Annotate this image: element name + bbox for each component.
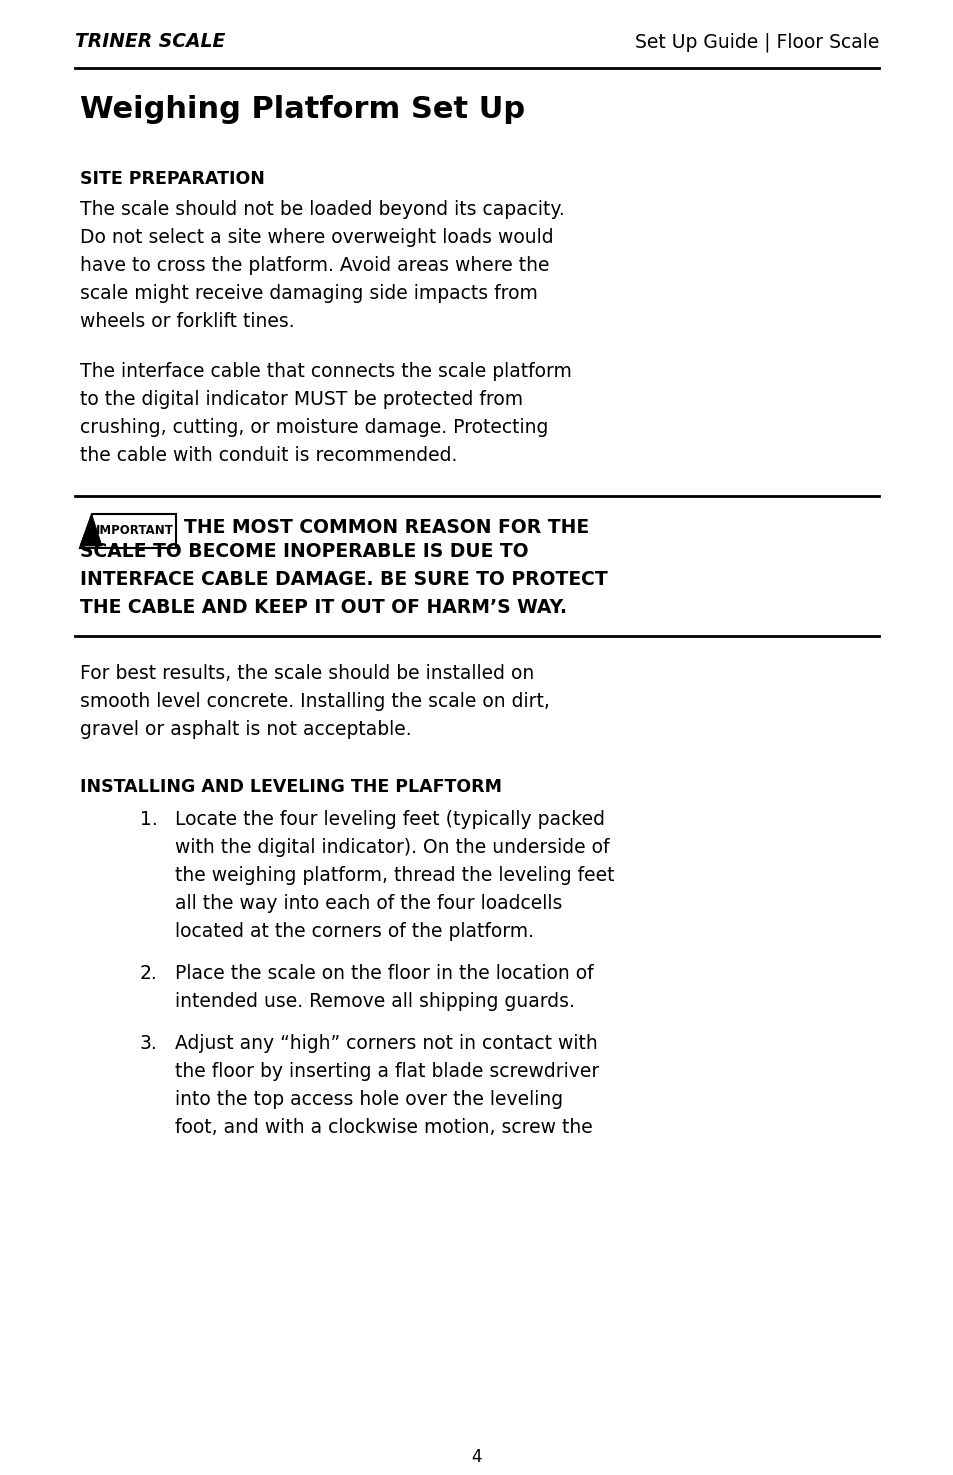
Text: INSTALLING AND LEVELING THE PLAFTORM: INSTALLING AND LEVELING THE PLAFTORM <box>80 777 501 797</box>
Text: to the digital indicator MUST be protected from: to the digital indicator MUST be protect… <box>80 389 522 409</box>
Text: For best results, the scale should be installed on: For best results, the scale should be in… <box>80 664 534 683</box>
Text: Adjust any “high” corners not in contact with: Adjust any “high” corners not in contact… <box>174 1034 598 1053</box>
Text: have to cross the platform. Avoid areas where the: have to cross the platform. Avoid areas … <box>80 257 549 274</box>
Text: 2.: 2. <box>140 965 157 982</box>
Text: the floor by inserting a flat blade screwdriver: the floor by inserting a flat blade scre… <box>174 1062 598 1081</box>
Polygon shape <box>80 515 102 546</box>
Text: with the digital indicator). On the underside of: with the digital indicator). On the unde… <box>174 838 609 857</box>
Text: gravel or asphalt is not acceptable.: gravel or asphalt is not acceptable. <box>80 720 411 739</box>
Text: Weighing Platform Set Up: Weighing Platform Set Up <box>80 94 524 124</box>
Text: THE CABLE AND KEEP IT OUT OF HARM’S WAY.: THE CABLE AND KEEP IT OUT OF HARM’S WAY. <box>80 597 566 617</box>
Text: wheels or forklift tines.: wheels or forklift tines. <box>80 313 294 330</box>
Text: crushing, cutting, or moisture damage. Protecting: crushing, cutting, or moisture damage. P… <box>80 417 548 437</box>
Text: Do not select a site where overweight loads would: Do not select a site where overweight lo… <box>80 229 553 246</box>
Text: SCALE TO BECOME INOPERABLE IS DUE TO: SCALE TO BECOME INOPERABLE IS DUE TO <box>80 541 528 561</box>
Text: SITE PREPARATION: SITE PREPARATION <box>80 170 265 187</box>
Polygon shape <box>80 513 175 549</box>
Text: scale might receive damaging side impacts from: scale might receive damaging side impact… <box>80 285 537 302</box>
Text: 1.: 1. <box>140 810 157 829</box>
Text: Set Up Guide | Floor Scale: Set Up Guide | Floor Scale <box>634 32 878 52</box>
Text: the cable with conduit is recommended.: the cable with conduit is recommended. <box>80 445 456 465</box>
Text: smooth level concrete. Installing the scale on dirt,: smooth level concrete. Installing the sc… <box>80 692 549 711</box>
Text: Locate the four leveling feet (typically packed: Locate the four leveling feet (typically… <box>174 810 604 829</box>
Text: 3.: 3. <box>140 1034 157 1053</box>
Text: Place the scale on the floor in the location of: Place the scale on the floor in the loca… <box>174 965 593 982</box>
Text: located at the corners of the platform.: located at the corners of the platform. <box>174 922 534 941</box>
Text: into the top access hole over the leveling: into the top access hole over the leveli… <box>174 1090 562 1109</box>
Text: foot, and with a clockwise motion, screw the: foot, and with a clockwise motion, screw… <box>174 1118 592 1137</box>
Text: intended use. Remove all shipping guards.: intended use. Remove all shipping guards… <box>174 993 575 1010</box>
Text: TRINER SCALE: TRINER SCALE <box>75 32 225 52</box>
Text: THE MOST COMMON REASON FOR THE: THE MOST COMMON REASON FOR THE <box>184 518 589 537</box>
Text: The interface cable that connects the scale platform: The interface cable that connects the sc… <box>80 361 571 381</box>
Text: IMPORTANT: IMPORTANT <box>96 525 173 537</box>
Text: The scale should not be loaded beyond its capacity.: The scale should not be loaded beyond it… <box>80 201 564 218</box>
Text: the weighing platform, thread the leveling feet: the weighing platform, thread the leveli… <box>174 866 614 885</box>
Text: 4: 4 <box>471 1448 482 1466</box>
Text: all the way into each of the four loadcells: all the way into each of the four loadce… <box>174 894 561 913</box>
Text: INTERFACE CABLE DAMAGE. BE SURE TO PROTECT: INTERFACE CABLE DAMAGE. BE SURE TO PROTE… <box>80 569 607 589</box>
